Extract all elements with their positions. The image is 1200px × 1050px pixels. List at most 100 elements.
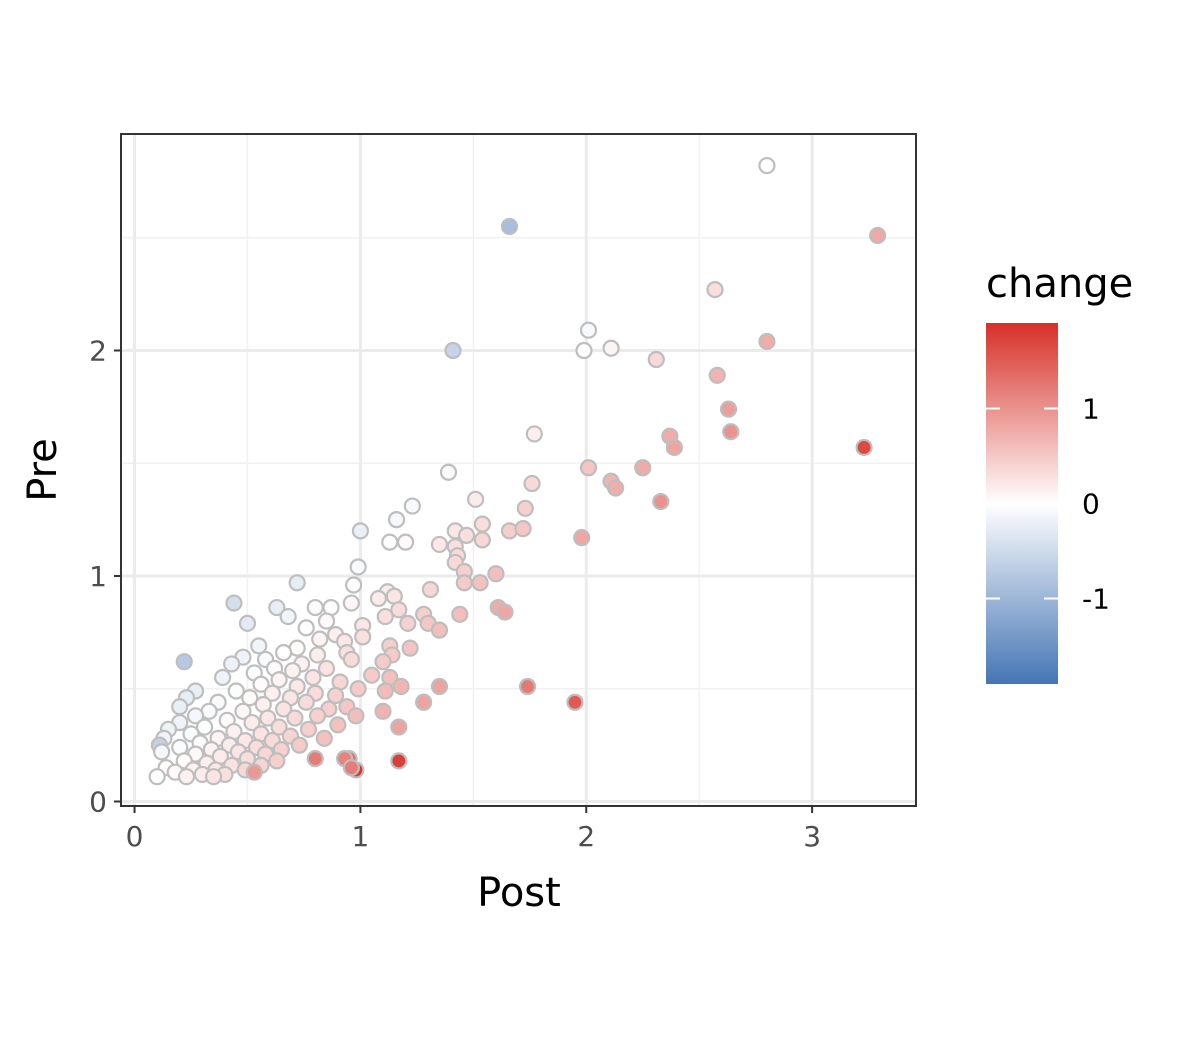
data-point xyxy=(455,574,473,592)
data-point xyxy=(706,280,724,299)
data-point xyxy=(514,520,532,538)
data-point xyxy=(421,580,440,599)
data-point xyxy=(444,341,462,360)
data-point xyxy=(399,614,417,632)
data-point xyxy=(602,339,620,357)
data-point xyxy=(647,350,665,369)
x-tick-label: 1 xyxy=(351,820,369,853)
data-point xyxy=(376,682,394,700)
data-point xyxy=(347,707,365,725)
data-point xyxy=(369,589,388,608)
data-point xyxy=(403,497,421,515)
data-point xyxy=(451,605,469,623)
data-point xyxy=(290,736,309,754)
y-tick-label: 2 xyxy=(89,334,107,367)
data-point xyxy=(177,768,196,786)
data-point xyxy=(573,529,591,547)
data-point xyxy=(153,743,171,761)
data-point xyxy=(439,463,458,481)
data-point xyxy=(238,614,257,632)
data-point xyxy=(381,533,399,551)
data-point xyxy=(329,716,347,734)
data-point xyxy=(171,698,189,716)
data-point xyxy=(363,666,381,684)
data-point xyxy=(390,601,408,619)
data-point xyxy=(245,763,263,781)
data-point xyxy=(523,474,541,493)
data-point xyxy=(148,768,166,786)
legend-title: change xyxy=(986,261,1133,307)
data-point xyxy=(306,598,324,617)
data-point xyxy=(579,321,598,339)
data-point xyxy=(259,709,277,727)
data-point xyxy=(708,366,726,384)
color-legend: change 1 0 -1 xyxy=(986,261,1133,684)
data-point xyxy=(401,639,419,657)
y-tick-label: 0 xyxy=(89,785,107,818)
data-point xyxy=(268,752,286,770)
data-point xyxy=(308,646,327,664)
legend-ticks: 1 0 -1 xyxy=(986,393,1110,616)
x-tick-label: 3 xyxy=(803,820,821,853)
data-point xyxy=(304,668,322,687)
data-point xyxy=(473,515,491,533)
data-point xyxy=(855,438,873,457)
data-point xyxy=(297,619,315,637)
data-point xyxy=(288,574,306,592)
data-point xyxy=(214,668,232,687)
data-point xyxy=(345,576,363,594)
legend-label: 1 xyxy=(1082,393,1100,426)
data-point xyxy=(268,598,286,617)
data-point xyxy=(234,702,252,720)
data-point xyxy=(175,653,193,671)
data-point xyxy=(387,511,406,529)
data-point xyxy=(575,341,593,360)
data-point xyxy=(607,479,625,497)
data-point xyxy=(227,682,245,700)
y-axis: 0 1 2 xyxy=(89,334,121,818)
data-point xyxy=(719,400,738,418)
data-point xyxy=(241,689,259,707)
minor-gridlines xyxy=(121,134,916,806)
data-point xyxy=(279,607,297,626)
data-point xyxy=(308,707,327,725)
data-point xyxy=(223,655,241,673)
data-point xyxy=(634,459,652,477)
data-point xyxy=(374,702,392,720)
data-point xyxy=(349,558,367,576)
data-point xyxy=(317,659,336,678)
data-point xyxy=(430,535,449,554)
data-point xyxy=(349,680,367,698)
major-gridlines xyxy=(121,134,916,806)
data-point xyxy=(579,459,598,477)
x-tick-label: 2 xyxy=(577,820,595,853)
data-point xyxy=(525,425,543,443)
data-points xyxy=(148,156,887,786)
data-point xyxy=(326,686,345,705)
data-point xyxy=(430,677,449,696)
data-point xyxy=(317,612,336,630)
data-point xyxy=(415,693,433,711)
legend-label: -1 xyxy=(1082,583,1110,616)
data-point xyxy=(270,671,288,689)
data-point xyxy=(392,677,410,696)
data-point xyxy=(286,709,304,727)
x-axis-title: Post xyxy=(477,870,561,916)
data-point xyxy=(496,603,514,621)
y-tick-label: 1 xyxy=(89,560,107,593)
data-point xyxy=(225,594,243,612)
data-point xyxy=(342,594,360,612)
data-point xyxy=(473,531,491,549)
data-point xyxy=(263,684,281,702)
data-point xyxy=(516,499,534,517)
data-point xyxy=(500,217,519,236)
data-point xyxy=(665,438,683,457)
data-point xyxy=(297,693,315,711)
data-point xyxy=(270,718,288,736)
data-point xyxy=(204,768,223,786)
data-point xyxy=(315,729,333,747)
data-point xyxy=(243,713,261,732)
data-point xyxy=(430,621,449,639)
data-point xyxy=(351,522,370,540)
